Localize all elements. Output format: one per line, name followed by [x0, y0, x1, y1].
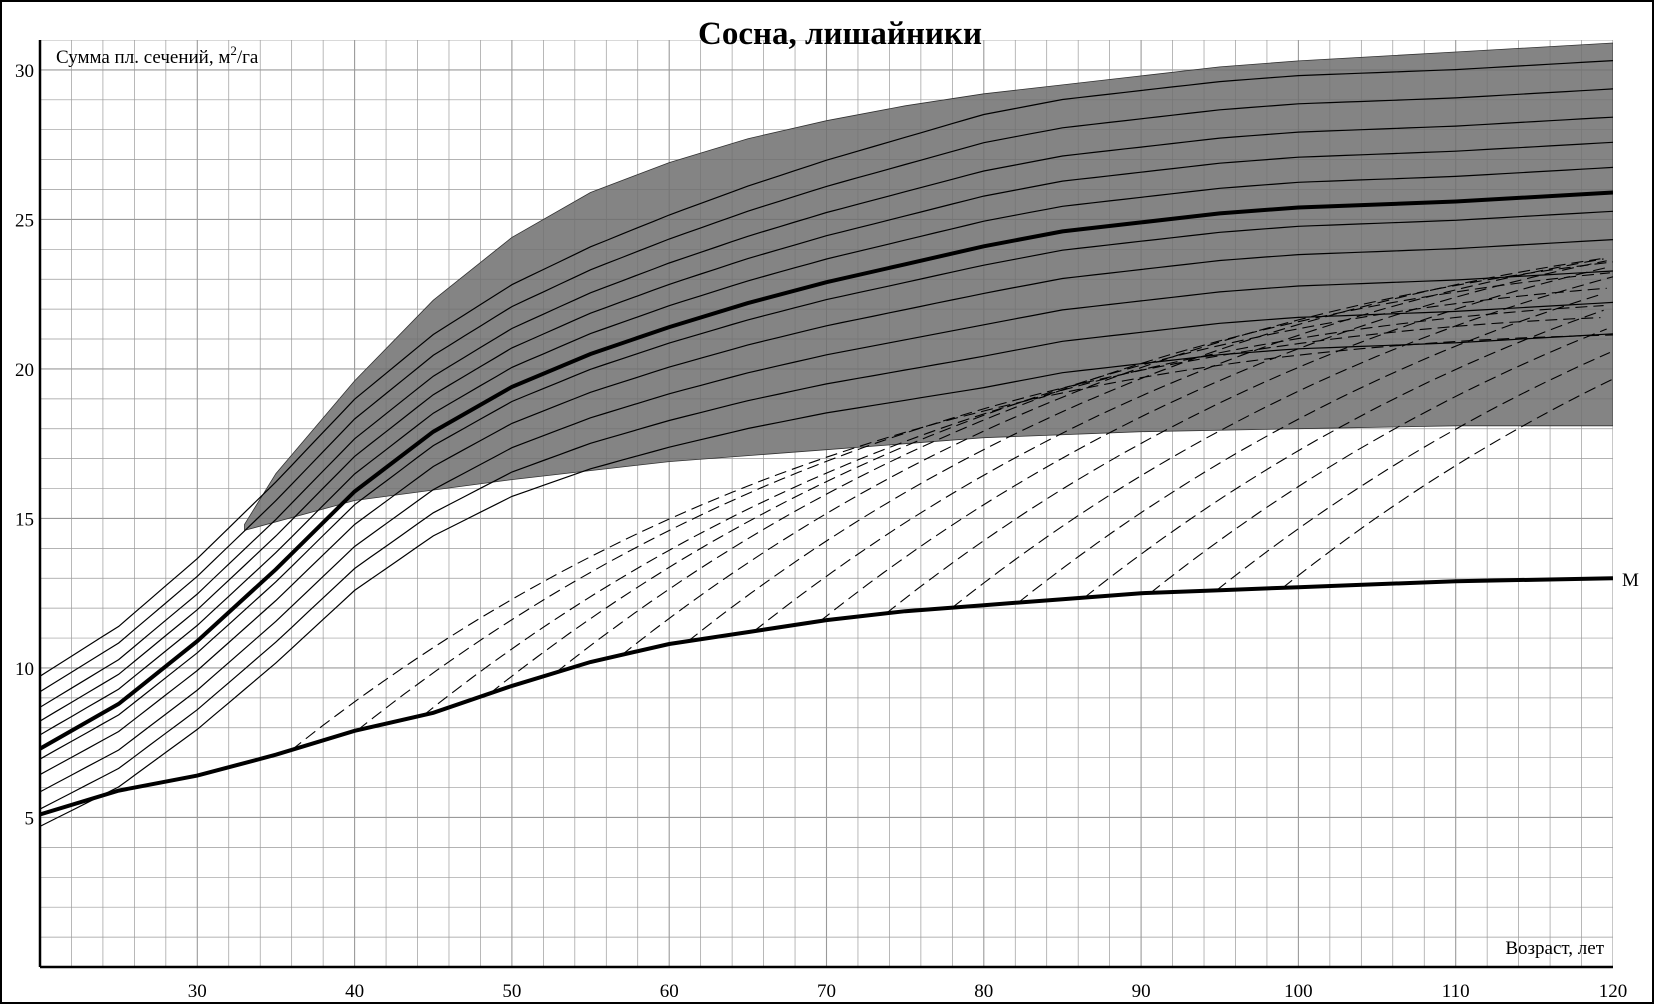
dashed-curves [291, 258, 1613, 751]
thin-curve [40, 116, 1613, 708]
x-tick-label: 60 [660, 981, 679, 1002]
thin-curve [40, 239, 1613, 776]
curve-end-label-m: М [1622, 570, 1639, 591]
dashed-curve [951, 276, 1613, 609]
thin-curve [40, 333, 1613, 827]
thin-curve [40, 270, 1613, 793]
thin-curve [40, 60, 1613, 677]
x-tick-label: 120 [1599, 981, 1628, 1002]
dashed-curve [819, 260, 1607, 622]
dashed-curve [357, 317, 1601, 731]
y-tick-labels: 5 10 15 20 25 30 [15, 61, 34, 830]
thin-curves [40, 60, 1613, 827]
thin-curve [40, 210, 1613, 760]
x-tick-labels: 30 40 50 60 70 80 90 100 110 120 [188, 981, 1627, 1002]
dashed-curve [291, 334, 1613, 751]
thick-curves [40, 190, 1613, 817]
x-tick-label: 100 [1284, 981, 1313, 1002]
x-tick-label: 70 [817, 981, 836, 1002]
shaded-band-area [244, 42, 1613, 531]
y-axis-title: Сумма пл. сечений, м2/га [56, 43, 259, 68]
thin-curve [40, 166, 1613, 736]
x-tick-label: 90 [1132, 981, 1151, 1002]
y-tick-label: 25 [15, 210, 34, 231]
dashed-curve [885, 266, 1611, 614]
y-tick-label: 5 [25, 808, 35, 829]
dashed-curve [555, 272, 1610, 673]
dashed-curve [489, 287, 1607, 694]
x-tick-label: 110 [1442, 981, 1470, 1002]
dashed-curve [1150, 328, 1607, 594]
thin-curve [40, 141, 1613, 722]
x-tick-label: 80 [974, 981, 993, 1002]
y-tick-label: 20 [15, 360, 34, 381]
y-tick-label: 10 [15, 659, 34, 680]
x-axis-title: Возраст, лет [1505, 938, 1604, 959]
dashed-curve [753, 258, 1604, 632]
dashed-curve [621, 261, 1613, 656]
y-tick-label: 30 [15, 61, 34, 82]
dashed-curve [1018, 293, 1601, 603]
y-tick-label: 15 [15, 509, 34, 530]
dashed-curve [687, 258, 1601, 642]
thin-curve [40, 301, 1613, 810]
curve-m-thick [40, 576, 1613, 817]
dashed-curve [1282, 378, 1613, 589]
chart-title: Сосна, лишайники [698, 16, 982, 52]
shaded-band [244, 42, 1613, 531]
curve-average-thick [40, 190, 1613, 751]
x-tick-label: 50 [502, 981, 521, 1002]
dashed-curve [1216, 351, 1611, 591]
x-tick-label: 30 [188, 981, 207, 1002]
thin-curve [40, 88, 1613, 693]
dashed-curve [1084, 309, 1604, 598]
grid [40, 40, 1613, 967]
x-tick-label: 40 [345, 981, 364, 1002]
